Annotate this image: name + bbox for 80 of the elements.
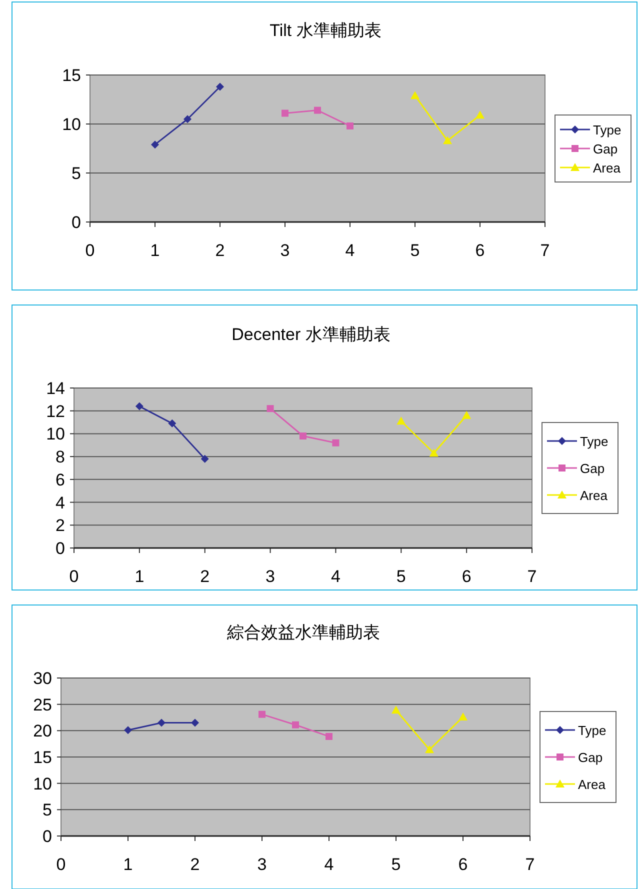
legend-label: Gap xyxy=(578,750,603,765)
point xyxy=(332,439,340,446)
point xyxy=(392,706,400,714)
legend-label: Type xyxy=(593,122,622,138)
point xyxy=(476,110,484,119)
legend-label: Type xyxy=(578,723,606,738)
y-tick-label: 10 xyxy=(62,115,81,134)
point xyxy=(258,710,266,718)
legend-label: Area xyxy=(580,488,608,503)
x-tick-label: 5 xyxy=(410,241,420,260)
point xyxy=(191,718,199,727)
x-tick-label: 3 xyxy=(280,241,290,260)
y-tick-label: 15 xyxy=(62,66,81,85)
y-tick-label: 0 xyxy=(72,213,81,232)
point xyxy=(216,82,224,91)
y-tick-label: 0 xyxy=(56,539,65,558)
y-tick-label: 5 xyxy=(42,800,52,820)
point xyxy=(135,402,144,410)
y-tick-label: 4 xyxy=(56,493,65,512)
point xyxy=(429,448,438,457)
y-tick-label: 12 xyxy=(46,402,65,421)
point xyxy=(314,106,321,114)
y-tick-label: 25 xyxy=(33,695,52,714)
point xyxy=(300,432,306,440)
legend-label: Gap xyxy=(593,142,618,156)
point xyxy=(200,454,209,463)
x-tick-label: 0 xyxy=(85,241,95,260)
point xyxy=(292,721,299,728)
x-tick-label: 5 xyxy=(396,567,406,586)
point xyxy=(282,110,288,117)
y-tick-label: 8 xyxy=(56,448,65,467)
x-tick-label: 2 xyxy=(190,855,200,874)
x-tick-label: 5 xyxy=(391,855,401,874)
point xyxy=(425,745,434,754)
y-tick-label: 10 xyxy=(46,424,65,444)
y-tick-label: 30 xyxy=(33,669,52,688)
x-tick-label: 6 xyxy=(458,855,468,874)
x-tick-label: 3 xyxy=(266,567,276,586)
legend-label: Gap xyxy=(580,461,605,476)
chart-title: Tilt 水準輔助表 xyxy=(270,21,382,40)
point xyxy=(184,115,192,124)
x-tick-label: 1 xyxy=(123,855,133,874)
x-tick-label: 4 xyxy=(324,855,334,874)
x-tick-label: 4 xyxy=(345,241,355,260)
x-tick-label: 7 xyxy=(527,567,537,586)
x-tick-label: 7 xyxy=(525,855,535,874)
y-tick-label: 0 xyxy=(42,827,52,846)
y-tick-label: 14 xyxy=(46,379,65,398)
x-tick-label: 6 xyxy=(475,241,485,260)
point xyxy=(346,122,354,130)
x-tick-label: 1 xyxy=(150,241,160,260)
y-tick-label: 15 xyxy=(33,748,52,767)
point xyxy=(266,405,274,412)
x-tick-label: 6 xyxy=(462,567,472,586)
x-tick-label: 3 xyxy=(257,855,267,874)
y-tick-label: 20 xyxy=(33,722,52,741)
point xyxy=(326,732,332,740)
point xyxy=(168,419,176,428)
legend-label: Area xyxy=(593,160,622,176)
x-tick-label: 1 xyxy=(134,567,144,586)
x-tick-label: 7 xyxy=(540,241,550,260)
y-tick-label: 6 xyxy=(56,470,65,490)
point xyxy=(158,718,166,727)
point xyxy=(462,410,472,419)
y-tick-label: 10 xyxy=(33,774,52,794)
chart-title: 綜合效益水準輔助表 xyxy=(226,623,380,642)
point xyxy=(124,726,132,734)
point xyxy=(151,140,159,149)
x-tick-label: 2 xyxy=(215,241,225,260)
chart-title: Decenter 水準輔助表 xyxy=(232,325,390,344)
y-tick-label: 2 xyxy=(56,516,65,536)
y-tick-label: 5 xyxy=(72,164,81,183)
x-tick-label: 2 xyxy=(200,567,210,586)
x-tick-label: 4 xyxy=(330,567,340,586)
legend-label: Area xyxy=(578,777,606,792)
point xyxy=(443,136,452,144)
point xyxy=(458,712,468,720)
point xyxy=(396,416,406,425)
legend-label: Type xyxy=(580,434,608,449)
point xyxy=(410,91,420,100)
